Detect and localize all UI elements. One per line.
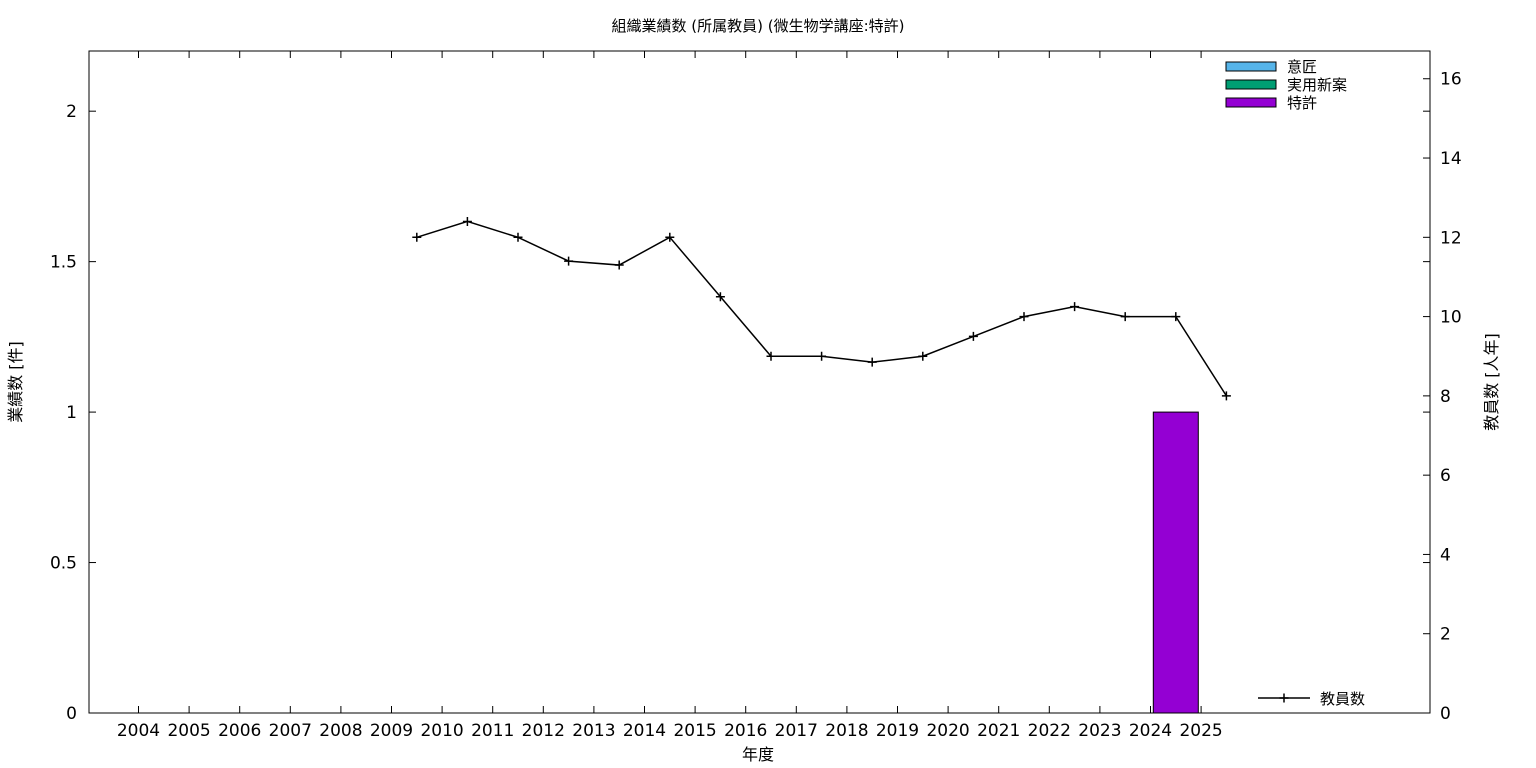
x-tick-label: 2016 [724,721,767,741]
y-axis-title: 業績数 [件] [6,341,25,423]
x-tick-label: 2013 [572,721,615,741]
y-tick-label: 2 [66,102,77,122]
legend-swatch [1225,61,1277,72]
x-tick-label: 2015 [673,721,716,741]
x-tick-label: 2023 [1078,721,1121,741]
data-point [614,260,624,270]
x-axis: 2004 2005 2006 2007 2008 2009 2010 2011 2012 2013… [117,51,1223,741]
data-point [462,216,472,226]
y2-tick-label: 12 [1440,228,1462,248]
x-tick-label: 2022 [1028,721,1071,741]
data-point [1171,312,1181,322]
x-tick-label: 2007 [269,721,312,741]
legend-label: 特許 [1287,94,1317,112]
y2-tick-label: 4 [1440,545,1451,565]
legend-swatch [1225,79,1277,90]
x-tick-label: 2010 [420,721,463,741]
y-tick-label: 0.5 [50,554,77,574]
bar [1152,411,1199,714]
x-tick-label: 2019 [876,721,919,741]
x-tick-label: 2014 [623,721,666,741]
legend-swatch [1225,97,1277,108]
y2-tick-label: 16 [1440,70,1462,90]
y2-axis-title: 教員数 [人年] [1482,333,1501,431]
x-tick-label: 2012 [522,721,565,741]
y2-tick-label: 8 [1440,387,1451,407]
y-axis: 0 0.5 1 1.5 2 [50,102,1430,724]
x-tick-label: 2017 [775,721,818,741]
data-point [817,351,827,361]
x-tick-label: 2006 [218,721,261,741]
legend-marker [1279,693,1289,703]
y-tick-label: 1.5 [50,253,77,273]
y2-tick-label: 10 [1440,308,1462,328]
data-point [513,232,523,242]
x-tick-label: 2011 [471,721,514,741]
data-point [665,232,675,242]
x-tick-label: 2018 [825,721,868,741]
bars-group [1152,411,1199,714]
x-tick-label: 2008 [319,721,362,741]
y2-tick-label: 6 [1440,466,1451,486]
data-point [918,351,928,361]
legend-label: 意匠 [1287,58,1317,76]
y2-tick-label: 14 [1440,149,1462,169]
data-point [1120,312,1130,322]
y-tick-label: 1 [66,403,77,423]
data-point [867,357,877,367]
lines-group [412,216,1231,401]
y-tick-label: 0 [66,704,77,724]
x-tick-label: 2020 [926,721,969,741]
data-point [412,232,422,242]
y2-tick-label: 0 [1440,704,1451,724]
data-point [1019,312,1029,322]
x-tick-label: 2024 [1129,721,1172,741]
data-point [564,256,574,266]
x-tick-label: 2021 [977,721,1020,741]
x-tick-label: 2025 [1179,721,1222,741]
data-point [766,351,776,361]
x-axis-title: 年度 [742,745,774,764]
data-point [1221,391,1231,401]
plot-area [88,50,1431,714]
x-tick-label: 2009 [370,721,413,741]
data-point [1070,302,1080,312]
y2-tick-label: 2 [1440,625,1451,645]
legend-label: 実用新案 [1287,76,1347,94]
data-point [715,292,725,302]
data-point [968,331,978,341]
y2-axis: 0 2 4 6 8 10 12 14 16 [1423,70,1462,724]
series-line [416,220,1228,397]
x-tick-label: 2004 [117,721,160,741]
chart-title: 組織業績数 (所属教員) (微生物学講座:特許) [612,17,905,35]
legend-label: 教員数 [1320,690,1365,708]
x-tick-label: 2005 [167,721,210,741]
